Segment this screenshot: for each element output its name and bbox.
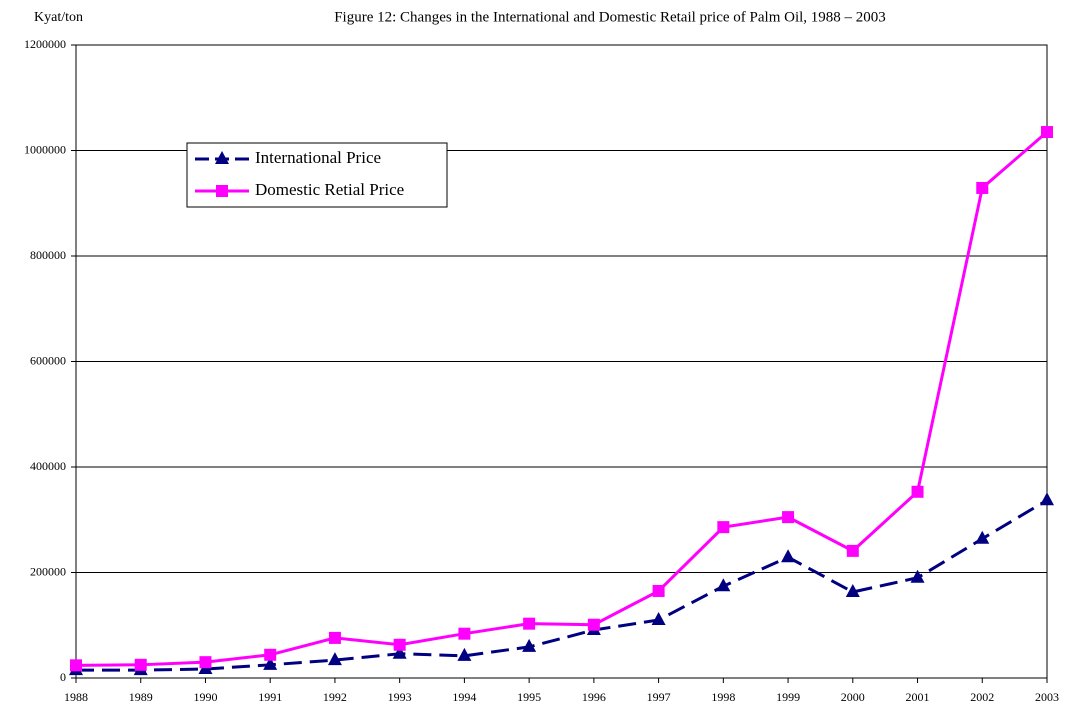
y-tick-label: 600000 <box>30 353 66 367</box>
marker <box>911 485 924 498</box>
marker <box>845 584 860 598</box>
y-tick-label: 200000 <box>30 564 66 578</box>
chart-title: Figure 12: Changes in the International … <box>334 9 886 25</box>
marker <box>975 530 990 544</box>
marker <box>392 645 407 659</box>
marker <box>457 647 472 661</box>
x-tick-label: 1988 <box>64 690 88 704</box>
series-line <box>76 498 1048 672</box>
marker <box>976 181 989 194</box>
marker <box>458 627 471 640</box>
marker <box>70 659 82 672</box>
marker <box>782 511 795 524</box>
marker <box>1040 492 1054 506</box>
x-tick-label: 1989 <box>129 690 153 704</box>
x-tick-label: 1994 <box>452 690 476 704</box>
marker <box>199 656 212 669</box>
y-tick-label: 1000000 <box>24 142 66 156</box>
legend-label: Domestic Retial Price <box>255 180 404 199</box>
marker <box>216 185 228 197</box>
marker <box>393 638 406 651</box>
marker <box>215 151 229 164</box>
x-tick-label: 1993 <box>388 690 412 704</box>
marker <box>523 617 536 630</box>
x-tick-label: 1997 <box>647 690 671 704</box>
marker <box>264 648 277 661</box>
marker <box>134 658 147 671</box>
legend-box <box>186 142 448 208</box>
marker <box>327 652 342 666</box>
marker <box>1041 126 1053 139</box>
x-tick-label: 1996 <box>582 690 606 704</box>
legend-label: International Price <box>255 148 381 167</box>
x-tick-label: 1999 <box>776 690 800 704</box>
marker <box>587 618 600 631</box>
y-tick-label: 400000 <box>30 459 66 473</box>
x-tick-label: 1992 <box>323 690 347 704</box>
x-tick-label: 1995 <box>517 690 541 704</box>
x-tick-label: 1990 <box>193 690 217 704</box>
x-tick-label: 2003 <box>1035 690 1059 704</box>
x-tick-label: 2000 <box>841 690 865 704</box>
y-tick-label: 0 <box>60 670 66 684</box>
y-tick-label: 800000 <box>30 248 66 262</box>
marker <box>846 544 859 557</box>
marker <box>652 584 665 597</box>
marker <box>717 521 730 534</box>
x-tick-label: 1998 <box>711 690 735 704</box>
marker <box>716 578 731 592</box>
x-tick-label: 2001 <box>906 690 930 704</box>
marker <box>781 549 796 563</box>
marker <box>522 638 537 652</box>
marker <box>651 611 666 625</box>
y-axis-label: Kyat/ton <box>34 10 83 25</box>
marker <box>910 569 925 583</box>
x-tick-label: 2002 <box>970 690 994 704</box>
y-tick-label: 1200000 <box>24 37 66 51</box>
series-line <box>75 130 1048 667</box>
marker <box>328 631 341 644</box>
marker <box>263 656 278 670</box>
x-tick-label: 1991 <box>258 690 282 704</box>
